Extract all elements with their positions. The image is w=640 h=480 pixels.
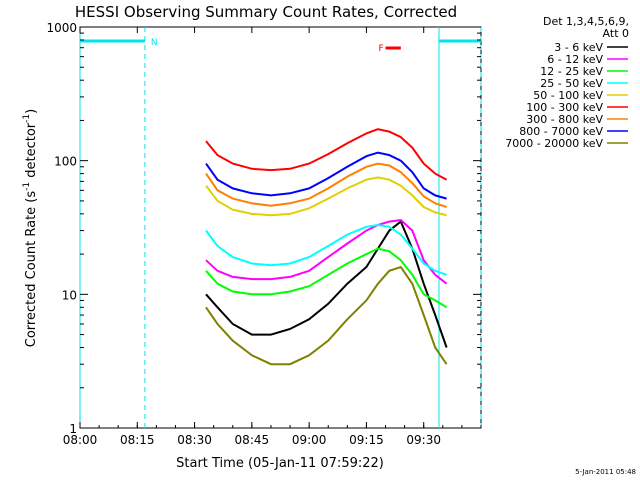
footer-date: 5-Jan-2011 05:48 [575,468,636,476]
x-tick-label: 09:00 [292,433,327,447]
y-axis: 1 10 100 1000 [46,21,481,436]
series-line-8 [205,265,448,366]
legend-header-1: Det 1,3,4,5,6,9, [543,15,629,28]
legend-label: 50 - 100 keV [533,89,603,102]
legend-label: 12 - 25 keV [540,65,603,78]
series-line-7 [205,151,447,200]
legend-label: 6 - 12 keV [547,53,603,66]
y-label-sup2: -1 [22,114,32,123]
x-tick-label: 08:30 [177,433,212,447]
series-line-5 [205,128,448,181]
y-tick-label: 10 [62,288,77,302]
y-label-part3: ) [24,109,39,114]
series-line-3 [205,223,447,276]
x-tick-label: 08:00 [63,433,98,447]
flare-label: F [379,44,384,54]
night-label: N [151,38,158,48]
y-tick-label: 100 [54,155,77,169]
y-label-part2: detector [24,122,39,182]
x-tick-label: 08:15 [120,433,155,447]
series-line-4 [205,176,447,217]
legend-label: 300 - 800 keV [526,113,603,126]
y-axis-label: Corrected Count Rate (s-1 detector-1) [22,109,39,347]
x-tick-label: 09:30 [406,433,441,447]
y-label-part1: Corrected Count Rate (s [24,191,39,348]
legend-label: 3 - 6 keV [554,41,603,54]
series-line-2 [205,247,448,309]
y-tick-label: 1 [69,422,77,436]
legend-label: 100 - 300 keV [526,101,603,114]
x-axis-label: Start Time (05-Jan-11 07:59:22) [176,456,384,471]
legend-label: 7000 - 20000 keV [505,137,603,150]
annotation-layer [79,27,482,428]
legend-label: 800 - 7000 keV [519,125,603,138]
x-axis: 08:00 08:15 08:30 08:45 09:00 09:15 09:30 [63,27,482,447]
legend-label: 25 - 50 keV [540,77,603,90]
y-tick-label: 1000 [46,21,77,35]
series-layer [205,128,448,366]
x-tick-label: 08:45 [235,433,270,447]
series-line-6 [205,162,447,208]
legend-header-2: Att 0 [603,27,629,40]
plot-frame [79,26,482,429]
x-tick-label: 09:15 [349,433,384,447]
series-line-0 [205,220,448,348]
chart-title: HESSI Observing Summary Count Rates, Cor… [75,3,457,21]
y-label-sup1: -1 [22,182,32,191]
series-line-1 [205,218,448,285]
